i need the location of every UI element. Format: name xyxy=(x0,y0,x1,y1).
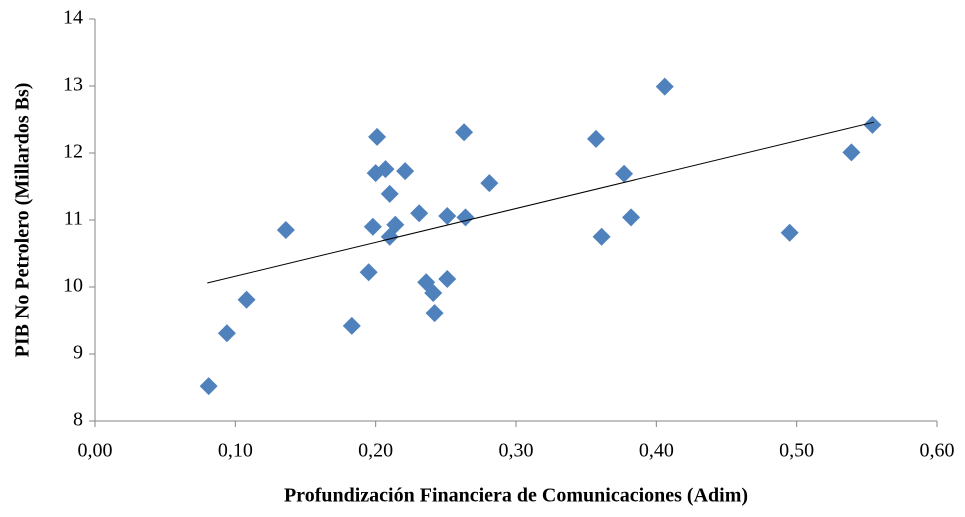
point xyxy=(863,115,882,134)
point xyxy=(655,77,674,96)
x-tick-label: 0,20 xyxy=(358,440,393,462)
point xyxy=(622,208,641,227)
point xyxy=(237,290,256,309)
point xyxy=(386,215,405,234)
x-axis-label: Profundización Financiera de Comunicacio… xyxy=(284,485,748,507)
point xyxy=(592,227,611,246)
point xyxy=(363,217,382,236)
point xyxy=(359,263,378,282)
point xyxy=(586,129,605,148)
x-tick-label: 0,10 xyxy=(218,440,253,462)
y-tick-label: 13 xyxy=(63,74,83,96)
point xyxy=(842,143,861,162)
point xyxy=(424,284,443,303)
y-tick-label: 14 xyxy=(63,7,83,29)
point xyxy=(438,206,457,225)
x-tick-label: 0,30 xyxy=(499,440,534,462)
y-axis-label: PIB No Petrolero (Millardos Bs) xyxy=(12,83,34,358)
point xyxy=(276,221,295,240)
point xyxy=(780,223,799,242)
x-tick-label: 0,50 xyxy=(779,440,814,462)
y-tick-label: 10 xyxy=(63,275,83,297)
point xyxy=(456,208,475,227)
point xyxy=(480,174,499,193)
point xyxy=(438,269,457,288)
y-tick-label: 12 xyxy=(63,141,83,163)
point xyxy=(376,160,395,179)
point xyxy=(199,377,218,396)
point xyxy=(455,123,474,142)
y-tick-label: 8 xyxy=(73,409,83,431)
y-tick-label: 9 xyxy=(73,342,83,364)
trendline xyxy=(207,121,874,284)
point xyxy=(368,127,387,146)
point xyxy=(425,304,444,323)
point xyxy=(396,162,415,181)
point xyxy=(410,204,429,223)
x-tick-label: 0,00 xyxy=(78,440,113,462)
point xyxy=(342,316,361,335)
x-tick-label: 0,40 xyxy=(639,440,674,462)
point xyxy=(217,324,236,343)
point xyxy=(615,164,634,183)
y-tick-label: 11 xyxy=(64,208,83,230)
x-tick-label: 0,60 xyxy=(920,440,955,462)
point xyxy=(380,184,399,203)
